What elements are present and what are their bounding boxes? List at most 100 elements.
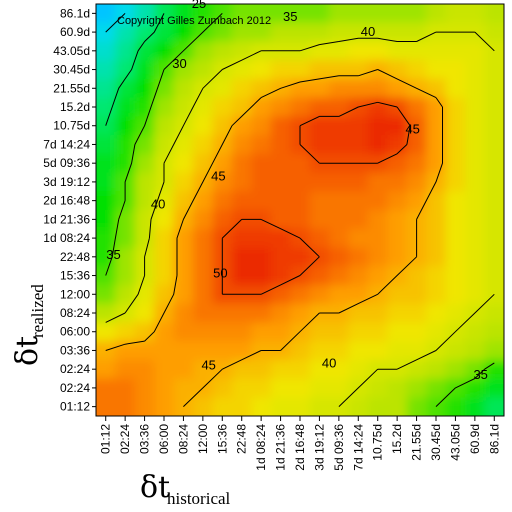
- heatmap-cell: [154, 341, 175, 361]
- heatmap-cell: [426, 378, 447, 398]
- contour-label-text: 40: [322, 356, 336, 371]
- heatmap-cell: [445, 172, 466, 192]
- heatmap-cell: [193, 4, 214, 24]
- heatmap-cell: [290, 22, 311, 43]
- heatmap-cell: [96, 153, 117, 174]
- heatmap-cell: [115, 97, 136, 117]
- heatmap-cell: [96, 322, 117, 342]
- y-tick-label: 06:00: [60, 325, 90, 339]
- heatmap-cell: [426, 41, 447, 61]
- heatmap-cell: [387, 153, 408, 174]
- heatmap-cell: [270, 322, 291, 342]
- heatmap-cell: [309, 22, 330, 43]
- heatmap-cell: [309, 60, 330, 80]
- heatmap-cell: [426, 153, 447, 174]
- heatmap-cell: [251, 359, 272, 380]
- heatmap-cell: [232, 191, 253, 211]
- heatmap-cell: [484, 210, 504, 230]
- heatmap-cell: [348, 191, 369, 211]
- heatmap-cell: [504, 79, 512, 98]
- heatmap-cell: [232, 41, 253, 61]
- heatmap-cell: [348, 41, 369, 61]
- heatmap-cell: [134, 172, 155, 192]
- heatmap-cell: [348, 359, 369, 380]
- heatmap-cell: [387, 284, 408, 305]
- heatmap-cell: [504, 360, 512, 379]
- heatmap-cell: [368, 397, 389, 416]
- x-axis-symbol: δt: [140, 470, 170, 505]
- heatmap-cell: [484, 135, 504, 155]
- heatmap-cell: [406, 4, 427, 24]
- heatmap-cell: [290, 397, 311, 416]
- heatmap-cell: [212, 116, 233, 136]
- copyright-text: Copyright Gilles Zumbach 2012: [117, 15, 271, 27]
- heatmap-cell: [426, 228, 447, 249]
- heatmap-cell: [96, 60, 117, 80]
- heatmap-cell: [465, 397, 486, 416]
- heatmap-cell: [406, 266, 427, 286]
- heatmap-cell: [154, 135, 175, 155]
- heatmap-cell: [232, 247, 253, 267]
- x-tick-label: 30.45d: [429, 424, 443, 461]
- heatmap-cell: [309, 322, 330, 342]
- contour-label-text: 45: [201, 357, 215, 372]
- heatmap-cell: [484, 60, 504, 80]
- y-tick-label: 3d 19:12: [43, 175, 90, 189]
- heatmap-cell: [426, 97, 447, 117]
- heatmap-cell: [270, 228, 291, 249]
- heatmap-cell: [232, 172, 253, 192]
- heatmap-cell: [426, 210, 447, 230]
- heatmap-cell: [173, 303, 194, 323]
- heatmap-cell: [232, 153, 253, 174]
- heatmap-cell: [484, 359, 504, 380]
- heatmap-cell: [465, 266, 486, 286]
- heatmap-cell: [504, 229, 512, 248]
- heatmap-cell: [96, 4, 97, 5]
- heatmap-cell: [309, 191, 330, 211]
- heatmap-cell: [348, 397, 369, 416]
- heatmap-cell: [406, 284, 427, 305]
- heatmap-cell: [96, 135, 117, 155]
- heatmap-cell: [134, 397, 155, 416]
- heatmap-cell: [387, 116, 408, 136]
- heatmap-cell: [115, 247, 136, 267]
- heatmap-cell: [504, 341, 512, 360]
- y-tick-label: 43.05d: [53, 44, 90, 58]
- heatmap-cell: [96, 284, 117, 305]
- heatmap-cell: [290, 284, 311, 305]
- heatmap-cell: [484, 322, 504, 342]
- heatmap-cell: [387, 397, 408, 416]
- heatmap-cell: [193, 397, 214, 416]
- heatmap-cell: [212, 341, 233, 361]
- heatmap-cell: [309, 397, 330, 416]
- heatmap-cell: [212, 378, 233, 398]
- y-tick-label: 1d 08:24: [43, 231, 90, 245]
- heatmap-cell: [484, 191, 504, 211]
- heatmap-cell: [484, 22, 504, 43]
- heatmap-cell: [445, 210, 466, 230]
- heatmap-cell: [173, 378, 194, 398]
- heatmap-cell: [173, 153, 194, 174]
- x-tick-label: 06:00: [157, 424, 171, 454]
- heatmap-cell: [406, 97, 427, 117]
- heatmap-cell: [445, 153, 466, 174]
- contour-lines: [105, 13, 495, 407]
- heatmap-cell: [134, 341, 155, 361]
- heatmap-cell: [96, 78, 117, 99]
- heatmap-cell: [504, 266, 512, 285]
- heatmap-cell: [290, 153, 311, 174]
- contour-label: 45: [201, 357, 215, 372]
- heatmap-cell: [115, 153, 136, 174]
- contour-label: 40: [361, 24, 375, 39]
- heatmap-cell: [484, 378, 504, 398]
- heatmap-cell: [348, 228, 369, 249]
- heatmap-cell: [445, 228, 466, 249]
- heatmap-cell: [445, 341, 466, 361]
- heatmap-cell: [212, 322, 233, 342]
- heatmap-cell: [134, 210, 155, 230]
- heatmap-cell: [193, 135, 214, 155]
- contour-labels: 25 35 40 30 45 45 40 35 50 45 40 35: [106, 0, 488, 382]
- heatmap-cell: [290, 359, 311, 380]
- heatmap-cell: [484, 153, 504, 174]
- heatmap-cell: [406, 172, 427, 192]
